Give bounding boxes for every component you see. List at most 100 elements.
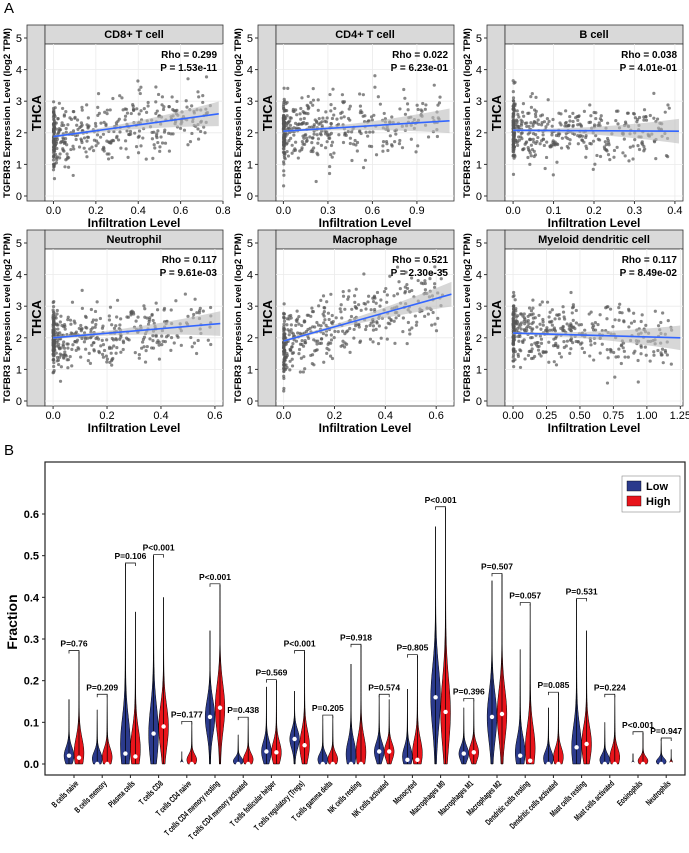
data-point: [330, 155, 334, 159]
data-point: [384, 286, 388, 291]
p-value-label: P=0.224: [594, 682, 626, 692]
data-point: [84, 347, 88, 351]
data-point: [61, 136, 65, 140]
data-point: [547, 360, 551, 364]
data-point: [359, 131, 363, 136]
data-point: [611, 324, 615, 329]
data-point: [290, 143, 294, 147]
data-point: [580, 346, 584, 350]
data-point: [63, 165, 67, 169]
data-point: [80, 108, 84, 112]
data-point: [384, 326, 388, 330]
data-point: [666, 319, 670, 323]
data-point: [561, 325, 565, 330]
median-dot: [377, 749, 382, 754]
data-point: [293, 147, 297, 151]
y-tick-label: 3: [16, 96, 22, 108]
data-point: [85, 123, 89, 127]
data-point: [414, 150, 418, 154]
data-point: [393, 140, 397, 144]
data-point: [328, 354, 333, 358]
p-value-label: P<0.001: [622, 720, 654, 730]
data-point: [66, 318, 70, 322]
data-point: [547, 315, 551, 319]
data-point: [313, 325, 317, 329]
median-dot: [546, 761, 551, 767]
data-point: [546, 98, 550, 102]
data-point: [644, 323, 648, 327]
legend-label: High: [646, 496, 671, 508]
data-point: [544, 155, 549, 160]
data-point: [560, 136, 565, 140]
data-point: [341, 290, 345, 294]
data-point: [209, 305, 213, 310]
p-annotation: P = 8.49e-02: [620, 268, 678, 279]
data-point: [400, 146, 405, 150]
data-point: [141, 340, 145, 344]
data-point: [423, 107, 427, 111]
data-point: [333, 106, 337, 111]
data-point: [288, 123, 293, 127]
data-point: [75, 118, 80, 122]
data-point: [52, 112, 56, 117]
data-point: [85, 139, 89, 143]
data-point: [162, 306, 167, 311]
data-point: [571, 111, 575, 115]
data-point: [348, 104, 352, 108]
data-point: [330, 140, 335, 144]
x-tick-label: 0.6: [365, 205, 380, 217]
data-point: [575, 115, 579, 119]
data-point: [576, 340, 580, 344]
data-point: [622, 319, 626, 323]
data-point: [304, 111, 308, 115]
data-point: [388, 274, 392, 278]
data-point: [534, 133, 538, 137]
data-point: [569, 329, 573, 333]
data-point: [339, 344, 343, 348]
data-point: [529, 154, 533, 158]
data-point: [129, 132, 133, 136]
data-point: [599, 114, 603, 118]
data-point: [618, 302, 622, 306]
data-point: [111, 96, 115, 101]
data-point: [319, 324, 323, 328]
data-point: [406, 108, 410, 112]
y-tick-label: 5: [16, 33, 22, 45]
data-point: [332, 151, 336, 155]
data-point: [157, 357, 162, 361]
category-group: P=0.76B cells naive: [49, 639, 88, 810]
data-point: [103, 110, 107, 114]
y-tick-label: 4: [247, 65, 253, 77]
data-point: [56, 116, 60, 121]
data-point: [69, 117, 74, 121]
x-tick-label: 0.0: [505, 205, 520, 217]
data-point: [552, 360, 556, 364]
data-point: [526, 132, 530, 136]
data-point: [341, 294, 346, 298]
data-point: [434, 329, 439, 333]
data-point: [136, 79, 140, 83]
data-point: [282, 386, 286, 391]
data-point: [62, 325, 66, 329]
significance-bracket: [237, 716, 249, 721]
data-point: [299, 356, 303, 360]
data-point: [346, 116, 351, 121]
data-point: [564, 109, 568, 113]
data-point: [589, 114, 593, 118]
x-axis-label: Infiltration Level: [319, 421, 412, 435]
median-dot: [105, 761, 110, 767]
data-point: [326, 342, 330, 346]
data-point: [523, 357, 527, 361]
panel-label-b: B: [4, 442, 15, 459]
data-point: [92, 348, 96, 352]
data-point: [332, 113, 336, 117]
data-point: [51, 321, 56, 325]
data-point: [124, 147, 128, 151]
p-value-label: P=0.569: [255, 668, 287, 678]
data-point: [82, 340, 86, 344]
data-point: [281, 104, 286, 109]
data-point: [343, 332, 347, 336]
data-point: [572, 132, 577, 136]
data-point: [426, 135, 431, 139]
data-point: [315, 120, 319, 125]
